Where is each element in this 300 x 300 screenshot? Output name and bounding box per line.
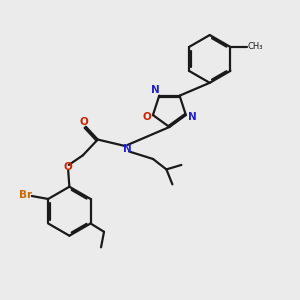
Text: Br: Br <box>19 190 32 200</box>
Text: O: O <box>142 112 151 122</box>
Text: CH₃: CH₃ <box>248 43 263 52</box>
Text: N: N <box>123 143 132 154</box>
Text: N: N <box>188 112 197 122</box>
Text: O: O <box>64 162 73 172</box>
Text: N: N <box>151 85 160 95</box>
Text: O: O <box>79 117 88 127</box>
